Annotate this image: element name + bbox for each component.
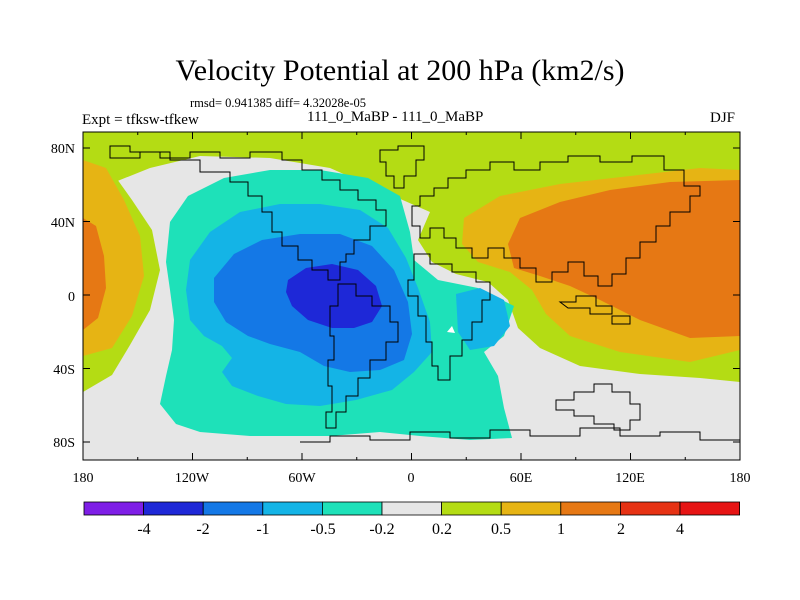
colorbar-label: -4 — [137, 521, 150, 538]
coastline-antarctica — [300, 427, 740, 443]
colorbar-swatch — [620, 501, 681, 516]
plot-title: Velocity Potential at 200 hPa (km2/s) — [175, 54, 625, 87]
coastline-australia — [555, 383, 641, 431]
lat-axis: 80N 40N 0 40S 80S — [51, 142, 75, 451]
lon-label: 60W — [288, 471, 316, 486]
colorbar-label: -0.5 — [310, 521, 335, 538]
contour-neg-0.5-africa — [456, 288, 510, 350]
lon-label: 180 — [73, 471, 94, 486]
lon-label: 0 — [408, 471, 415, 486]
colorbar-swatch — [143, 501, 204, 516]
colorbar-label: 0.2 — [432, 521, 452, 538]
coastline-europe-asia — [411, 155, 701, 287]
colorbar-label: 2 — [617, 521, 625, 538]
lon-label: 120W — [175, 471, 210, 486]
experiment-label: Expt = tfksw-tfkew — [82, 112, 199, 128]
lon-label: 180 — [730, 471, 751, 486]
coastlines — [109, 145, 740, 443]
colorbar-label: -0.2 — [369, 521, 394, 538]
coastline-indonesia — [558, 295, 631, 325]
colorbar-swatch — [500, 501, 562, 516]
coastline-south-america — [325, 283, 399, 429]
lat-label: 40S — [53, 363, 75, 378]
case-label: 111_0_MaBP - 111_0_MaBP — [307, 109, 484, 125]
colorbar-label: 0.5 — [491, 521, 511, 538]
contour-neg-2 — [286, 264, 382, 328]
missing-data-marker — [447, 326, 455, 333]
lon-label: 120E — [615, 471, 645, 486]
colorbar-labels: -4 -2 -1 -0.5 -0.2 0.2 0.5 1 2 4 — [137, 521, 684, 538]
lat-label: 80N — [51, 142, 75, 157]
axis-ticks — [82, 132, 741, 460]
stats-label: rmsd= 0.941385 diff= 4.32028e-05 — [190, 96, 367, 110]
coastline-africa — [407, 253, 491, 381]
lat-label: 80S — [53, 436, 75, 451]
colorbar-label: -1 — [256, 521, 269, 538]
colorbar-swatch — [560, 501, 621, 516]
lon-axis: 180 120W 60W 0 60E 120E 180 — [73, 471, 751, 486]
colorbar-swatch — [83, 501, 144, 516]
season-label: DJF — [710, 110, 736, 126]
lat-label: 40N — [51, 216, 75, 231]
contour-pos-1-east — [508, 180, 740, 338]
lon-label: 60E — [510, 471, 533, 486]
coastline-north-america — [109, 145, 387, 281]
colorbar-swatch — [202, 501, 264, 516]
colorbar-label: 4 — [676, 521, 684, 538]
colorbar-swatch — [441, 501, 502, 516]
colorbar-label: 1 — [557, 521, 565, 538]
colorbar-swatch — [679, 501, 740, 516]
colorbar-swatch — [381, 501, 442, 516]
colorbar — [83, 501, 740, 516]
colorbar-swatch — [321, 501, 383, 516]
lat-label: 0 — [68, 290, 75, 305]
coastline-greenland — [379, 145, 425, 189]
contour-pos-1-west — [83, 218, 106, 330]
colorbar-label: -2 — [196, 521, 209, 538]
colorbar-swatch — [262, 501, 323, 516]
